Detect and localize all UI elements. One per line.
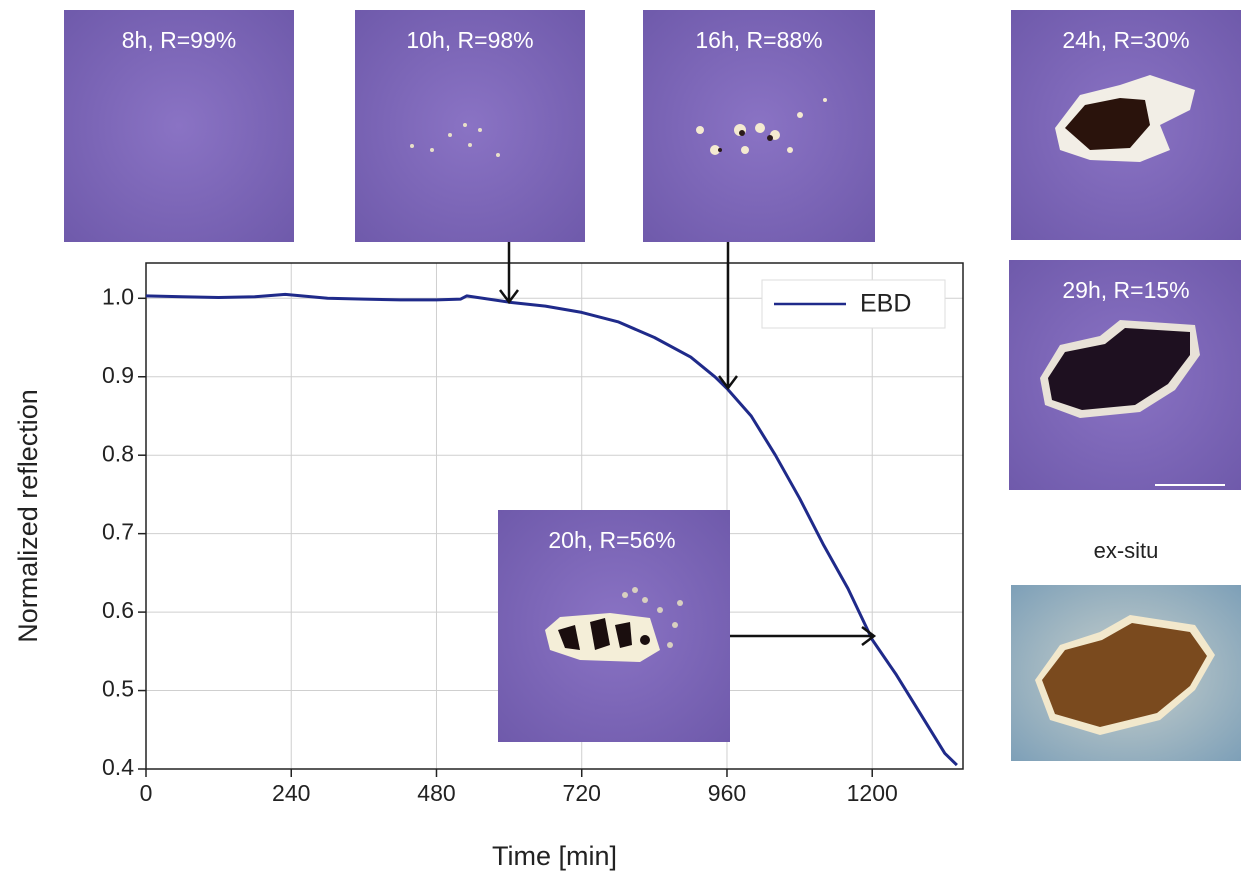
y-tick-label: 0.7	[102, 519, 134, 545]
x-axis-label: Time [min]	[492, 841, 617, 871]
y-tick-label: 0.6	[102, 597, 134, 623]
x-tick-label: 720	[563, 780, 601, 806]
y-tick-label: 1.0	[102, 283, 134, 309]
arrows	[499, 242, 877, 646]
y-tick-label: 0.8	[102, 440, 134, 466]
x-tick-label: 960	[708, 780, 746, 806]
inset-label: 29h, R=15%	[1062, 277, 1189, 303]
inset-label: 10h, R=98%	[406, 27, 533, 53]
data-line	[145, 292, 958, 767]
x-tick-label: 240	[272, 780, 310, 806]
x-tick-label: 1200	[847, 780, 898, 806]
legend-label: EBD	[860, 290, 911, 318]
inset-10h: 10h, R=98%	[355, 10, 585, 242]
y-tick-label: 0.5	[102, 676, 134, 702]
plot-frame	[145, 262, 964, 770]
plot-area: 0 240 480 720 960 1200 0.4 0.5 0.6 0.7 0.8 0.9 1.0 Ti…	[13, 262, 964, 871]
inset-label: 8h, R=99%	[122, 27, 236, 53]
inset-16h: 16h, R=88%	[643, 10, 875, 242]
inset-8h: 8h, R=99%	[64, 10, 294, 242]
inset-24h: 24h, R=30%	[1011, 10, 1241, 240]
inset-label: 24h, R=30%	[1062, 27, 1189, 53]
y-tick-label: 0.9	[102, 362, 134, 388]
ex-situ-label: ex-situ	[1094, 538, 1159, 563]
y-axis-label: Normalized reflection	[13, 389, 43, 643]
x-tick-label: 0	[140, 780, 153, 806]
inset-label: 20h, R=56%	[548, 527, 675, 553]
legend: EBD	[761, 279, 946, 329]
y-tick-label: 0.4	[102, 754, 134, 780]
inset-20h: 20h, R=56%	[498, 510, 730, 742]
x-tick-label: 480	[417, 780, 455, 806]
inset-label: 16h, R=88%	[695, 27, 822, 53]
inset-ex-situ	[1011, 585, 1241, 761]
inset-29h: 29h, R=15%	[1009, 260, 1241, 490]
